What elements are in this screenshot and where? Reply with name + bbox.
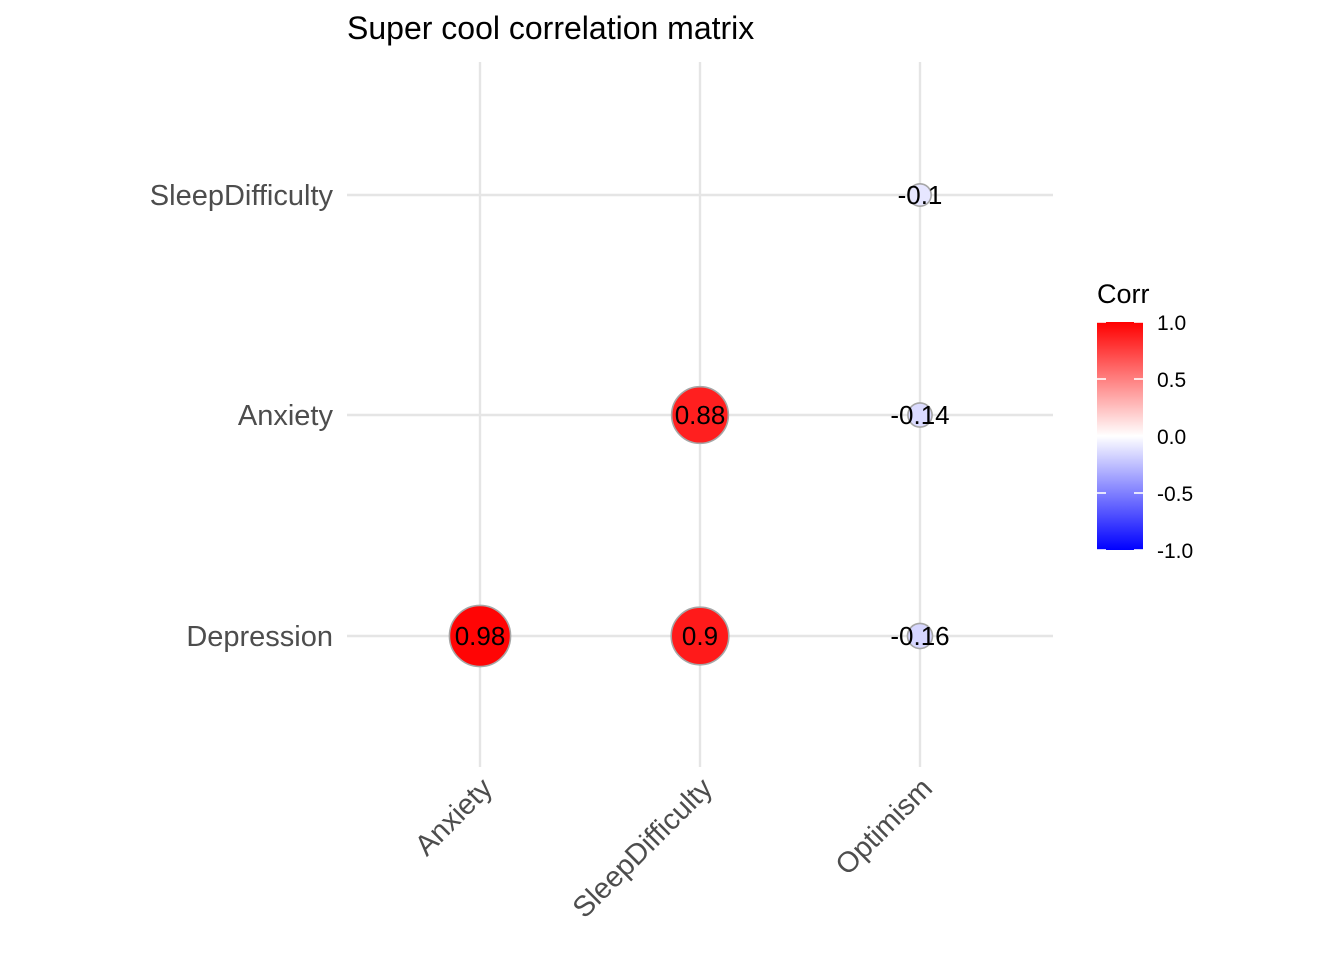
chart-title: Super cool correlation matrix [347,10,754,46]
value-label-depression-optimism: -0.16 [890,621,949,651]
point-depression-sleepdifficulty [670,606,730,666]
y-tick-label-anxiety: Anxiety [238,400,334,432]
x-tick-label-sleepdifficulty: SleepDifficulty [567,772,720,925]
point-depression-optimism [906,622,934,650]
legend-title: Corr [1097,279,1150,309]
legend-tick-label-4: -1.0 [1157,540,1193,563]
legend-tick-label-2: 0.0 [1157,426,1186,449]
value-label-depression-sleepdifficulty: 0.9 [682,621,718,651]
value-label-anxiety-optimism: -0.14 [890,400,949,430]
correlation-points: 0.98 0.9 -0.16 0.88 -0.14 -0.1 [448,180,950,668]
value-label-depression-anxiety: 0.98 [455,621,506,651]
x-tick-label-anxiety: Anxiety [409,772,499,862]
y-tick-label-depression: Depression [186,621,333,653]
x-tick-label-optimism: Optimism [830,772,939,881]
point-depression-anxiety [448,604,512,668]
y-tick-label-sleepdifficulty: SleepDifficulty [150,180,334,212]
legend-tick-label-1: 0.5 [1157,369,1186,392]
value-label-sleepdifficulty-optimism: -0.1 [898,180,943,210]
legend: Corr 1.0 0.5 0.0 -0.5 -1.0 [1097,279,1193,563]
point-anxiety-sleepdifficulty [670,385,730,445]
legend-tick-label-0: 1.0 [1157,312,1186,335]
point-sleepdifficulty-optimism [907,183,932,208]
value-label-anxiety-sleepdifficulty: 0.88 [675,400,726,430]
y-axis-labels: Depression Anxiety SleepDifficulty [150,180,334,653]
x-axis-labels: Anxiety SleepDifficulty Optimism [409,772,939,925]
point-anxiety-optimism [907,402,933,428]
legend-ticks: 1.0 0.5 0.0 -0.5 -1.0 [1097,312,1193,563]
legend-tick-label-3: -0.5 [1157,483,1193,506]
